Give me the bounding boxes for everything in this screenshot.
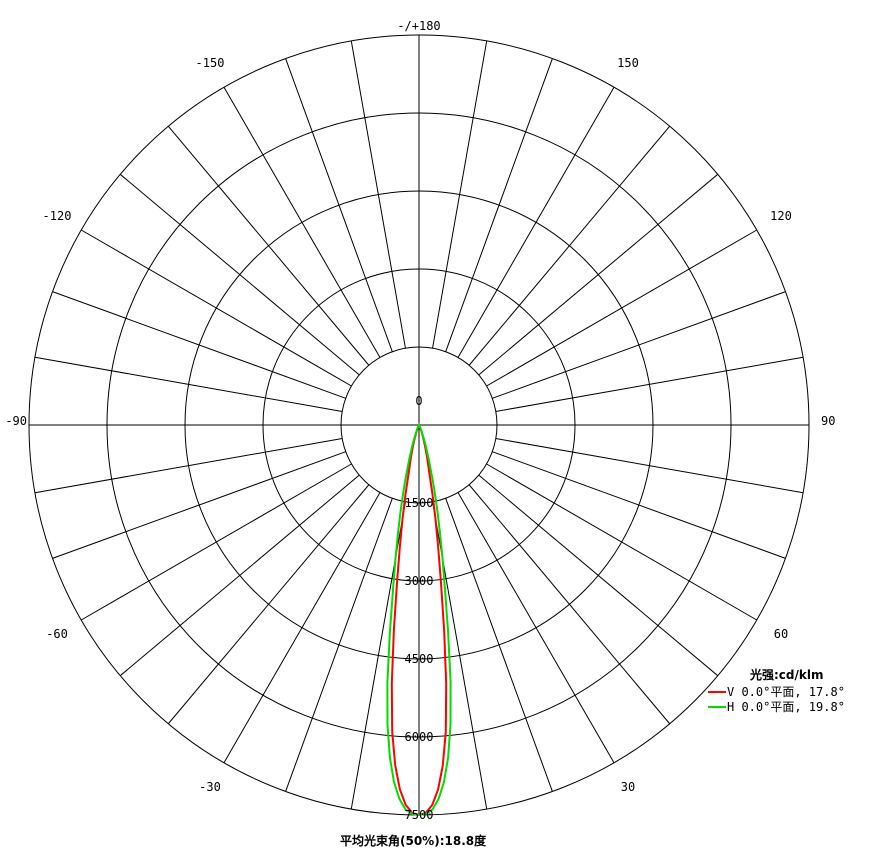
angle-label: -150	[196, 56, 225, 70]
radial-tick-label: 4500	[405, 652, 434, 666]
grid-spoke	[350, 40, 406, 349]
grid-spoke	[119, 474, 360, 677]
angle-label: -90	[5, 414, 27, 428]
grid-spoke	[119, 173, 360, 376]
angle-label: -/+180	[397, 19, 440, 33]
grid-spoke	[468, 484, 671, 725]
grid-spoke	[495, 356, 804, 412]
grid-spoke	[492, 291, 786, 399]
grid-spoke	[81, 229, 352, 387]
legend-title: 光强:cd/klm	[749, 667, 823, 682]
polar-labels: -/+180 -150 150 -120 120 -90 90 -60 60 -30 30 0 1500…	[5, 19, 835, 822]
grid-spoke	[52, 291, 346, 399]
angle-label: -30	[199, 780, 221, 794]
polar-grid	[28, 34, 810, 816]
radial-tick-label: 6000	[405, 730, 434, 744]
angle-label: 150	[617, 56, 639, 70]
grid-spoke	[167, 125, 370, 366]
grid-spoke	[486, 229, 757, 387]
legend-entry-v: V 0.0°平面, 17.8°	[727, 685, 845, 699]
grid-spoke	[478, 173, 719, 376]
angle-label: -120	[43, 209, 72, 223]
grid-spoke	[34, 438, 343, 494]
grid-spoke	[285, 58, 393, 352]
grid-spoke	[445, 58, 553, 352]
radial-tick-label: 7500	[405, 808, 434, 822]
radial-tick-label: 3000	[405, 574, 434, 588]
grid-spoke	[478, 474, 719, 677]
grid-spoke	[445, 498, 553, 792]
angle-label: 0	[415, 394, 422, 408]
grid-spoke	[285, 498, 393, 792]
angle-label: 60	[774, 627, 788, 641]
grid-spoke	[486, 463, 757, 621]
grid-spoke	[223, 492, 381, 763]
beam-angle-footer: 平均光束角(50%):18.8度	[340, 833, 487, 848]
grid-spoke	[52, 451, 346, 559]
angle-label: 30	[621, 780, 635, 794]
radial-tick-label: 1500	[405, 496, 434, 510]
grid-spoke	[457, 492, 615, 763]
legend-entry-h: H 0.0°平面, 19.8°	[727, 700, 845, 714]
angle-label: 90	[821, 414, 835, 428]
angle-label: -60	[46, 627, 68, 641]
grid-spoke	[468, 125, 671, 366]
grid-spoke	[457, 87, 615, 358]
polar-curves	[386, 422, 452, 817]
grid-spoke	[432, 40, 488, 349]
grid-spoke	[81, 463, 352, 621]
angle-label: 120	[770, 209, 792, 223]
grid-spoke	[34, 356, 343, 412]
legend: 光强:cd/klm V 0.0°平面, 17.8° H 0.0°平面, 19.8…	[708, 667, 845, 714]
grid-spoke	[223, 87, 381, 358]
series-curve-h	[386, 422, 452, 817]
grid-spoke	[492, 451, 786, 559]
grid-spoke	[167, 484, 370, 725]
grid-spoke	[495, 438, 804, 494]
